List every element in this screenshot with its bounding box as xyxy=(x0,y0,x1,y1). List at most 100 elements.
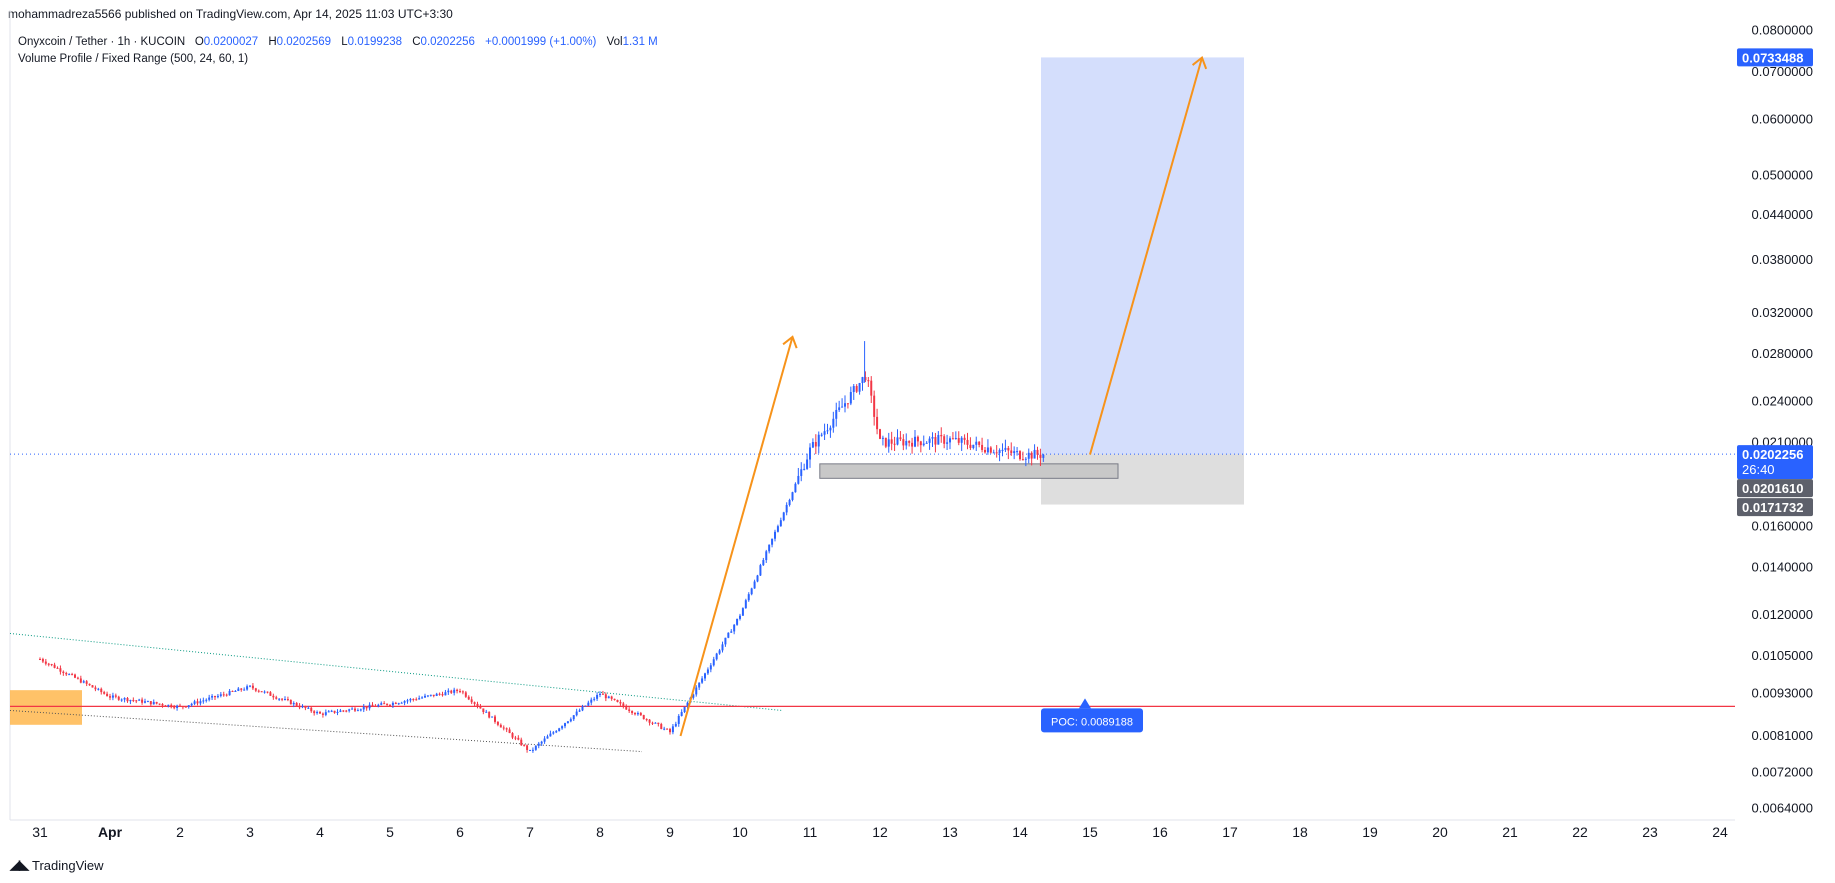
candle-body xyxy=(94,687,97,690)
candle-body xyxy=(281,698,284,700)
candle-body xyxy=(1007,447,1010,451)
candle-body xyxy=(625,706,628,710)
candle-body xyxy=(826,430,829,432)
candle-body xyxy=(336,711,339,713)
candle-body xyxy=(1019,451,1021,460)
symbol-label[interactable]: Onyxcoin / Tether · 1h · KUCOIN xyxy=(18,36,186,48)
candle-body xyxy=(470,699,473,703)
candle-body xyxy=(1039,454,1042,458)
candle-body xyxy=(141,699,144,703)
candle-body xyxy=(295,703,298,706)
accumulation-box xyxy=(10,690,82,725)
candle-body xyxy=(978,441,981,445)
candle-body xyxy=(170,704,173,708)
candle-body xyxy=(424,695,426,698)
high-value: 0.0202569 xyxy=(276,36,332,48)
candle-body xyxy=(899,437,902,440)
candle-body xyxy=(222,694,225,696)
candle-body xyxy=(835,409,838,419)
candle-body xyxy=(855,386,858,392)
candle-body xyxy=(278,698,281,700)
candle-body xyxy=(356,710,359,712)
candle-body xyxy=(117,696,120,700)
candle-body xyxy=(721,644,724,651)
candle-body xyxy=(339,710,342,712)
candle-body xyxy=(706,669,709,674)
candle-body xyxy=(158,703,161,705)
indicator-label[interactable]: Volume Profile / Fixed Range (500, 24, 6… xyxy=(18,53,249,65)
candle-body xyxy=(1013,451,1016,454)
candle-body xyxy=(607,696,610,699)
candle-body xyxy=(604,694,607,699)
candle-body xyxy=(596,694,599,699)
candle-body xyxy=(508,729,511,734)
candle-body xyxy=(960,437,963,443)
candle-body xyxy=(435,693,438,696)
candle-body xyxy=(575,711,578,716)
candle-body xyxy=(873,395,876,417)
candle-body xyxy=(190,703,193,706)
candle-body xyxy=(1027,452,1030,459)
countdown-label: 26:40 xyxy=(1742,462,1775,477)
candle-body xyxy=(765,551,768,561)
arrow-projection-head xyxy=(1191,55,1208,70)
open-value: 0.0200027 xyxy=(203,36,259,48)
candle-body xyxy=(724,637,727,645)
candle-body xyxy=(809,447,811,460)
candle-body xyxy=(779,520,782,527)
candle-body xyxy=(275,697,278,699)
candle-body xyxy=(803,468,806,470)
candle-body xyxy=(298,705,301,708)
candle-body xyxy=(225,694,228,696)
candle-body xyxy=(613,698,616,700)
candle-body xyxy=(228,690,231,696)
x-tick-label: 16 xyxy=(1152,824,1168,840)
candle-body xyxy=(566,721,569,724)
y-tick-label: 0.0160000 xyxy=(1752,518,1813,533)
poc-badge xyxy=(1041,708,1143,733)
candle-body xyxy=(167,704,170,707)
publish-info: mohammadreza5566 published on TradingVie… xyxy=(8,7,453,21)
candle-body xyxy=(53,664,56,668)
indicator-row: Volume Profile / Fixed Range (500, 24, 6… xyxy=(18,51,665,68)
candle-body xyxy=(511,733,514,738)
consolidation-box xyxy=(819,463,1119,479)
y-tick-label: 0.0072000 xyxy=(1752,764,1813,779)
candle-body xyxy=(467,696,470,700)
candle-body xyxy=(164,705,167,707)
candle-body xyxy=(362,706,365,710)
channel-lower-line xyxy=(9,709,643,753)
y-tick-label: 0.0240000 xyxy=(1752,393,1813,408)
candle-body xyxy=(846,403,849,405)
y-tick-label: 0.0280000 xyxy=(1752,346,1813,361)
candle-body xyxy=(444,692,447,696)
candle-body xyxy=(934,437,937,445)
candle-body xyxy=(161,704,164,706)
candle-body xyxy=(144,701,146,703)
candle-body xyxy=(380,703,383,705)
candle-body xyxy=(126,698,129,702)
candle-body xyxy=(488,711,491,718)
stop-price-tag xyxy=(1737,498,1813,517)
candle-body xyxy=(730,631,733,633)
candle-body xyxy=(756,575,759,582)
candle-body xyxy=(412,699,415,701)
candle-body xyxy=(736,618,739,625)
candle-body xyxy=(292,703,295,705)
candle-body xyxy=(972,444,975,448)
x-tick-label: 3 xyxy=(246,824,254,840)
candle-body xyxy=(867,380,870,382)
x-tick-label: 2 xyxy=(176,824,184,840)
candle-body xyxy=(68,674,71,676)
candle-body xyxy=(686,702,689,707)
candle-body xyxy=(368,704,371,709)
candle-body xyxy=(179,705,181,707)
candle-body xyxy=(494,716,496,722)
candle-body xyxy=(666,728,669,730)
candle-body xyxy=(371,704,374,706)
candle-body xyxy=(1004,447,1007,450)
candle-body xyxy=(914,436,916,447)
arrow-first-leg-head xyxy=(782,335,798,349)
candle-body xyxy=(44,661,47,664)
